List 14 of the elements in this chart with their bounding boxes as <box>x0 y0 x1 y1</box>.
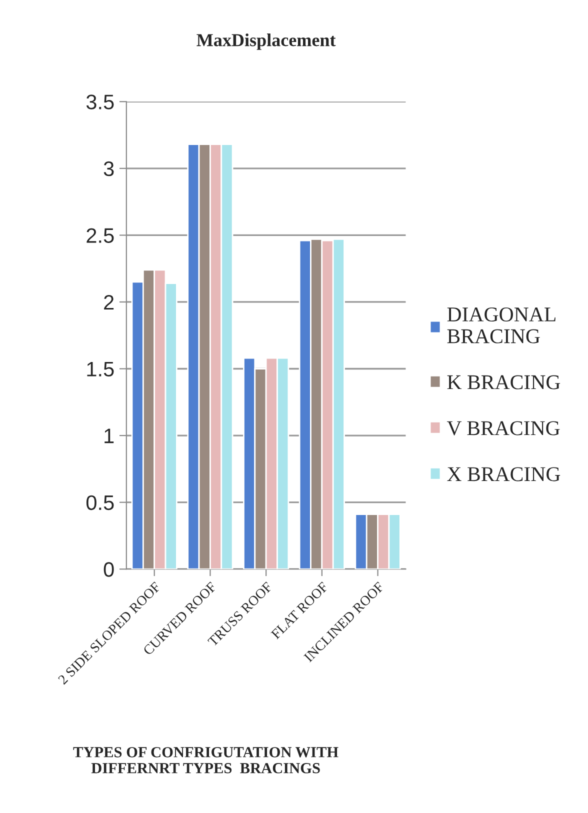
legend-label: K BRACING <box>447 375 560 390</box>
y-tick-label: 1 <box>104 428 114 444</box>
y-tick-label: 2.5 <box>86 228 114 243</box>
legend-label: X BRACING <box>447 467 560 482</box>
legend-label: V BRACING <box>446 421 560 436</box>
y-tick-label: 0 <box>104 562 114 577</box>
y-tick-label: 1.5 <box>87 362 114 377</box>
y-tick-label: 0.5 <box>86 495 114 510</box>
y-tick-label: 3 <box>104 161 114 176</box>
legend-label: DIAGONAL BRACING <box>447 307 556 344</box>
y-tick-label: 2 <box>104 294 114 310</box>
chart-title: MaxDisplacement <box>196 34 336 50</box>
x-axis-title: TYPES OF CONFRIGUTATION WITH DIFFERNRT TYPES BRACINGS <box>73 747 338 774</box>
y-tick-label: 3.5 <box>86 94 114 110</box>
